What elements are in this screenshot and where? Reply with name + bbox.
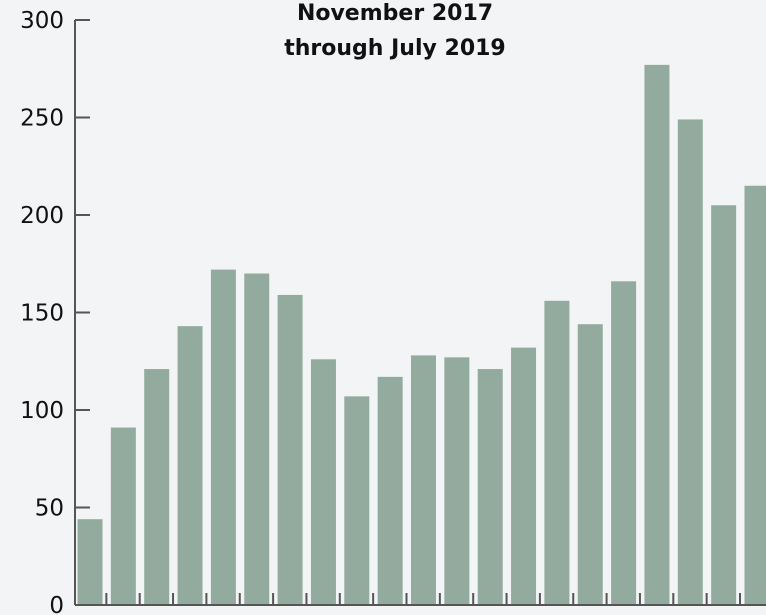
bar (544, 300, 570, 605)
bar (177, 326, 203, 605)
y-tick-label: 50 (35, 496, 64, 522)
bar (277, 294, 303, 605)
bar (444, 357, 470, 605)
bar (344, 396, 370, 605)
bar (377, 376, 403, 605)
bar (310, 359, 336, 605)
bar (77, 519, 103, 605)
y-tick-label: 250 (20, 106, 64, 132)
bar (110, 427, 136, 605)
bar (477, 369, 503, 605)
x-axis (75, 593, 766, 606)
y-tick-label: 200 (20, 203, 64, 229)
chart-title-line-1: November 2017 (297, 1, 493, 26)
bar (611, 281, 637, 605)
bar (144, 369, 170, 605)
bar (711, 205, 737, 605)
y-tick-label: 150 (20, 301, 64, 327)
bar (644, 64, 670, 606)
y-axis: 0 50 100 150 200 250 300 (20, 8, 90, 615)
y-tick-label: 100 (20, 398, 64, 424)
y-tick-label: 0 (49, 593, 64, 615)
bar (677, 119, 703, 605)
bar (511, 347, 537, 605)
chart-title-line-2: through July 2019 (284, 36, 506, 61)
bar (744, 185, 766, 605)
bar (210, 269, 236, 605)
bar (411, 355, 436, 605)
bars (77, 64, 766, 606)
bar (244, 273, 270, 605)
bar (577, 324, 603, 605)
y-tick-label: 300 (20, 8, 64, 34)
